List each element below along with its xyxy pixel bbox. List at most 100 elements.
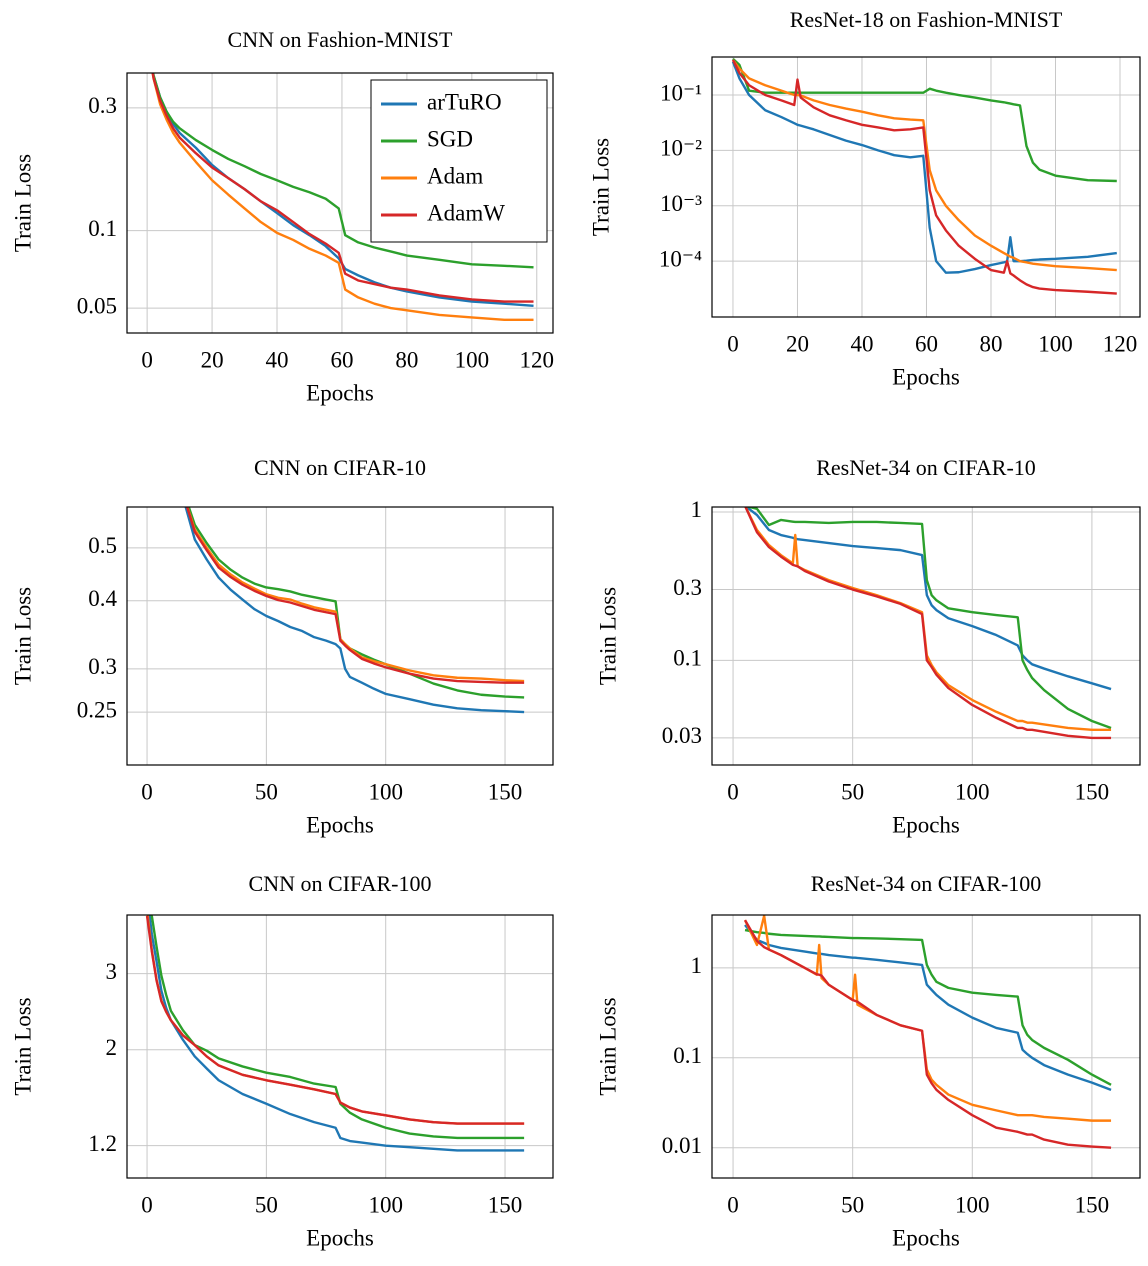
y-axis-label: Train Loss bbox=[588, 138, 613, 236]
x-tick-label: 50 bbox=[255, 1192, 278, 1217]
series-line bbox=[744, 507, 1112, 740]
plot-area bbox=[184, 507, 525, 714]
plot-area bbox=[731, 57, 1117, 295]
y-tick-label: 10⁻⁴ bbox=[659, 246, 702, 271]
plot-frame bbox=[126, 506, 554, 766]
series-line bbox=[744, 928, 1112, 1086]
panel: ResNet-34 on CIFAR-100 0 50 100 150 1 0.1 0.01 E… bbox=[595, 871, 1141, 1250]
x-tick-label: 0 bbox=[727, 779, 739, 804]
chart-title: CNN on Fashion-MNIST bbox=[228, 27, 453, 52]
y-tick-label: 0.1 bbox=[673, 1043, 702, 1068]
plot-area bbox=[145, 915, 525, 1152]
series-line bbox=[744, 507, 1112, 730]
series-line bbox=[744, 507, 1112, 691]
panel: ResNet-18 on Fashion-MNIST 0 20 40 60 80 100 12… bbox=[588, 7, 1141, 389]
y-tick-label: 0.3 bbox=[88, 93, 117, 118]
series-line bbox=[731, 59, 1117, 295]
series-line bbox=[146, 915, 525, 1125]
x-tick-label: 80 bbox=[395, 347, 418, 372]
x-axis-label: Epochs bbox=[306, 1225, 374, 1250]
panel: CNN on CIFAR-100 0 50 100 150 3 2 1.2 Epochs Trai… bbox=[10, 871, 554, 1250]
y-tick-label: 0.5 bbox=[88, 533, 117, 558]
x-tick-label: 100 bbox=[955, 1192, 990, 1217]
plot-frame bbox=[126, 914, 554, 1179]
x-tick-label: 100 bbox=[368, 779, 403, 804]
x-tick-label: 40 bbox=[266, 347, 289, 372]
legend: arTuRO SGD Adam AdamW bbox=[370, 79, 548, 243]
series-line bbox=[185, 507, 525, 684]
y-tick-label: 0.1 bbox=[673, 646, 702, 671]
series-line bbox=[151, 73, 534, 308]
x-axis-label: Epochs bbox=[306, 380, 374, 405]
y-tick-label: 0.01 bbox=[662, 1133, 702, 1158]
y-axis-label: Train Loss bbox=[10, 997, 35, 1095]
plot-frame bbox=[711, 506, 1141, 766]
series-line bbox=[187, 507, 525, 699]
series-line bbox=[148, 915, 525, 1152]
x-tick-label: 20 bbox=[201, 347, 224, 372]
y-tick-label: 10⁻² bbox=[660, 136, 702, 161]
y-tick-label: 1 bbox=[691, 497, 703, 522]
x-axis-label: Epochs bbox=[892, 1225, 960, 1250]
y-tick-label: 0.03 bbox=[662, 723, 702, 748]
x-axis-label: Epochs bbox=[892, 364, 960, 389]
x-tick-label: 150 bbox=[488, 1192, 523, 1217]
series-line bbox=[150, 915, 525, 1140]
series-line bbox=[743, 915, 1112, 1122]
x-tick-label: 50 bbox=[841, 779, 864, 804]
panel: CNN on CIFAR-10 0 50 100 150 0.5 0.4 0.3 0.25 Epo… bbox=[10, 455, 554, 837]
y-tick-label: 10⁻³ bbox=[660, 191, 702, 216]
series-line bbox=[151, 73, 534, 322]
x-tick-label: 40 bbox=[850, 331, 873, 356]
x-tick-label: 0 bbox=[141, 1192, 153, 1217]
x-tick-label: 100 bbox=[1038, 331, 1073, 356]
x-tick-label: 0 bbox=[141, 779, 153, 804]
y-tick-label: 0.3 bbox=[88, 654, 117, 679]
x-tick-label: 60 bbox=[915, 331, 938, 356]
x-tick-label: 50 bbox=[255, 779, 278, 804]
x-tick-label: 100 bbox=[955, 779, 990, 804]
y-tick-label: 0.3 bbox=[673, 575, 702, 600]
y-tick-label: 0.25 bbox=[77, 697, 117, 722]
x-tick-label: 60 bbox=[330, 347, 353, 372]
plot-area bbox=[744, 507, 1112, 740]
y-tick-label: 10⁻¹ bbox=[660, 80, 702, 105]
chart-title: ResNet-34 on CIFAR-100 bbox=[811, 871, 1042, 896]
chart-title: ResNet-34 on CIFAR-10 bbox=[816, 455, 1036, 480]
series-line bbox=[743, 919, 1112, 1149]
y-tick-label: 3 bbox=[106, 959, 118, 984]
x-tick-label: 80 bbox=[979, 331, 1002, 356]
series-line bbox=[186, 507, 525, 683]
x-tick-label: 20 bbox=[786, 331, 809, 356]
y-axis-label: Train Loss bbox=[10, 587, 35, 685]
plot-area bbox=[151, 73, 534, 322]
chart-title: CNN on CIFAR-100 bbox=[249, 871, 432, 896]
y-tick-label: 0.1 bbox=[88, 216, 117, 241]
x-tick-label: 100 bbox=[455, 347, 490, 372]
series-line bbox=[145, 915, 525, 1125]
y-tick-label: 0.4 bbox=[88, 586, 117, 611]
y-axis-label: Train Loss bbox=[10, 154, 35, 252]
plot-frame bbox=[711, 56, 1141, 318]
legend-label: Adam bbox=[427, 163, 483, 188]
series-line bbox=[744, 924, 1112, 1091]
x-tick-label: 50 bbox=[841, 1192, 864, 1217]
y-axis-label: Train Loss bbox=[595, 997, 620, 1095]
x-tick-label: 120 bbox=[520, 347, 555, 372]
legend-label: arTuRO bbox=[427, 89, 502, 114]
panel: CNN on Fashion-MNIST 0 20 40 60 80 100 120 0.3 0.… bbox=[10, 27, 554, 405]
y-tick-label: 1.2 bbox=[88, 1131, 117, 1156]
panel: ResNet-34 on CIFAR-10 0 50 100 150 1 0.3 0.1 0.0… bbox=[595, 455, 1141, 837]
y-axis-label: Train Loss bbox=[595, 587, 620, 685]
plot-frame bbox=[711, 914, 1141, 1179]
series-line bbox=[151, 73, 534, 303]
y-tick-label: 0.05 bbox=[77, 293, 117, 318]
x-tick-label: 0 bbox=[727, 331, 739, 356]
y-tick-label: 1 bbox=[691, 953, 703, 978]
chart-title: CNN on CIFAR-10 bbox=[254, 455, 426, 480]
series-line bbox=[151, 73, 534, 269]
series-line bbox=[184, 507, 525, 714]
x-tick-label: 150 bbox=[1075, 1192, 1110, 1217]
x-tick-label: 150 bbox=[1075, 779, 1110, 804]
